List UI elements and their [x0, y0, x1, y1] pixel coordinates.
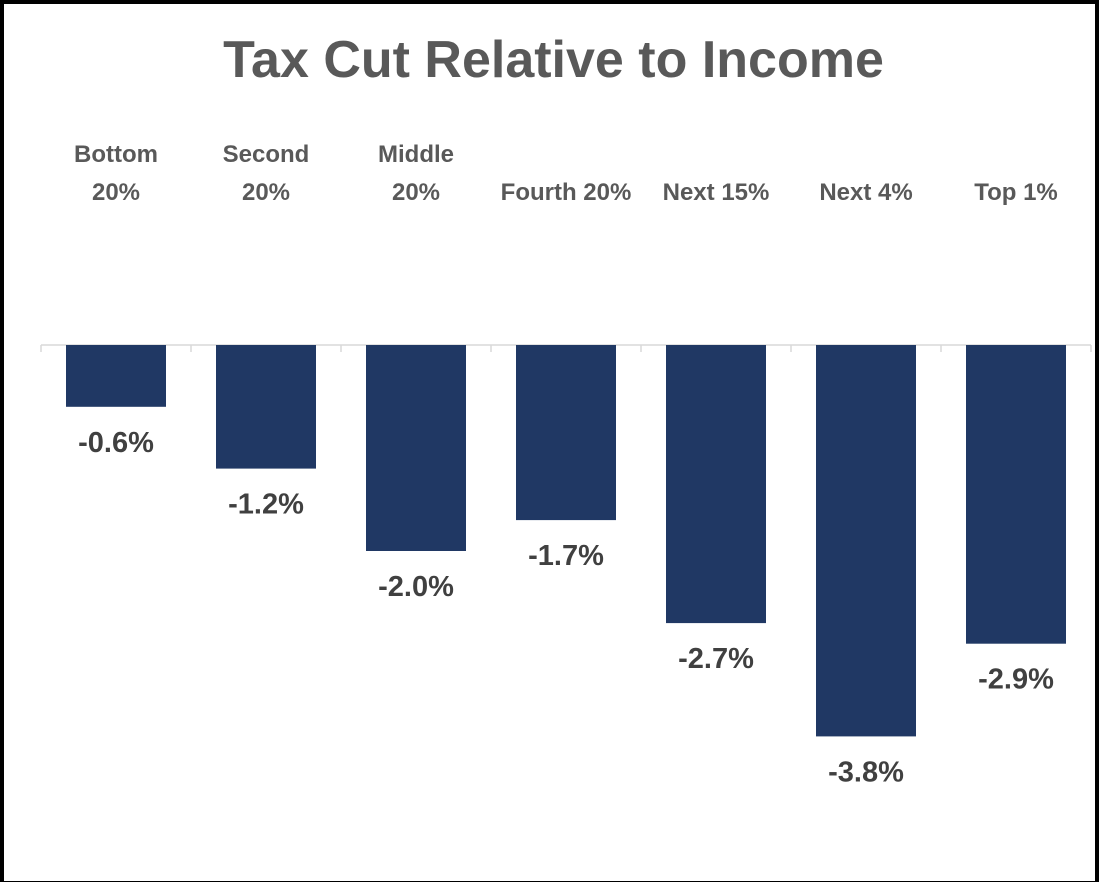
bar-chart: -0.6% Bottom 20% -1.2% Second 20% -2.0% Middle 2… — [40, 141, 1092, 788]
category-label: Top 1% — [974, 179, 1058, 206]
data-label: -2.9% — [978, 664, 1054, 696]
category-label: Second 20% — [223, 141, 310, 206]
data-label: -2.0% — [378, 571, 454, 603]
bar — [816, 345, 916, 737]
category-label: Next 4% — [819, 179, 912, 206]
category-label: Fourth 20% — [501, 179, 632, 206]
bar — [516, 345, 616, 521]
bar — [216, 345, 316, 469]
chart-title: Tax Cut Relative to Income — [223, 31, 884, 89]
data-label: -1.7% — [528, 540, 604, 572]
bar — [66, 345, 166, 407]
data-label: -2.7% — [678, 643, 754, 675]
bar — [966, 345, 1066, 644]
bar — [366, 345, 466, 551]
category-label: Bottom 20% — [74, 141, 158, 206]
data-label: -1.2% — [228, 489, 304, 521]
category-label: Middle 20% — [378, 141, 454, 206]
data-label: -0.6% — [78, 427, 154, 459]
bar — [666, 345, 766, 624]
category-label: Next 15% — [663, 179, 770, 206]
data-label: -3.8% — [828, 756, 904, 788]
